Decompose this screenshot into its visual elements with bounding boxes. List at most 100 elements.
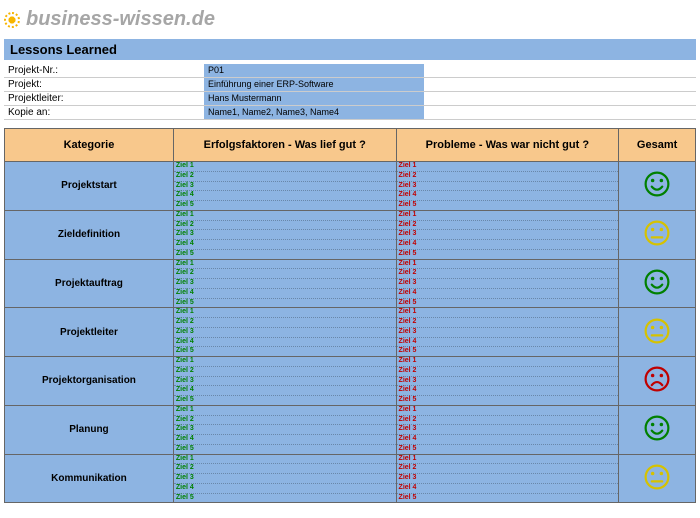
goal-line: Ziel 3	[397, 425, 619, 435]
problems-cell: Ziel 1Ziel 2Ziel 3Ziel 4Ziel 5	[396, 162, 619, 211]
table-row: KommunikationZiel 1Ziel 2Ziel 3Ziel 4Zie…	[5, 454, 696, 503]
category-cell: Projektorganisation	[5, 357, 174, 406]
goal-line: Ziel 4	[174, 338, 396, 348]
smiley-neutral-icon	[643, 463, 671, 491]
goal-line: Ziel 5	[397, 347, 619, 356]
goal-line: Ziel 2	[397, 464, 619, 474]
goal-line: Ziel 2	[397, 416, 619, 426]
goal-line: Ziel 2	[174, 172, 396, 182]
problems-cell: Ziel 1Ziel 2Ziel 3Ziel 4Ziel 5	[396, 357, 619, 406]
goal-line: Ziel 5	[174, 396, 396, 405]
smiley-happy-icon	[643, 414, 671, 442]
goal-line: Ziel 5	[174, 201, 396, 210]
goal-line: Ziel 5	[174, 299, 396, 308]
goal-line: Ziel 3	[174, 328, 396, 338]
table-row: ProjektorganisationZiel 1Ziel 2Ziel 3Zie…	[5, 357, 696, 406]
goal-line: Ziel 5	[397, 250, 619, 259]
meta-label: Kopie an:	[4, 106, 204, 119]
goal-line: Ziel 3	[397, 279, 619, 289]
table-row: ProjektstartZiel 1Ziel 2Ziel 3Ziel 4Ziel…	[5, 162, 696, 211]
meta-label: Projekt:	[4, 78, 204, 91]
success-cell: Ziel 1Ziel 2Ziel 3Ziel 4Ziel 5	[173, 210, 396, 259]
goal-line: Ziel 5	[174, 494, 396, 503]
meta-label: Projektleiter:	[4, 92, 204, 105]
goal-line: Ziel 3	[397, 328, 619, 338]
success-cell: Ziel 1Ziel 2Ziel 3Ziel 4Ziel 5	[173, 308, 396, 357]
goal-line: Ziel 3	[397, 230, 619, 240]
goal-line: Ziel 2	[174, 221, 396, 231]
goal-line: Ziel 1	[174, 406, 396, 416]
category-cell: Zieldefinition	[5, 210, 174, 259]
goal-line: Ziel 2	[397, 318, 619, 328]
goal-line: Ziel 5	[397, 299, 619, 308]
category-cell: Projektleiter	[5, 308, 174, 357]
total-cell	[619, 259, 696, 308]
smiley-neutral-icon	[643, 219, 671, 247]
goal-line: Ziel 4	[397, 289, 619, 299]
goal-line: Ziel 5	[174, 445, 396, 454]
total-cell	[619, 454, 696, 503]
goal-line: Ziel 5	[397, 445, 619, 454]
goal-line: Ziel 2	[174, 367, 396, 377]
success-cell: Ziel 1Ziel 2Ziel 3Ziel 4Ziel 5	[173, 259, 396, 308]
category-cell: Kommunikation	[5, 454, 174, 503]
smiley-happy-icon	[643, 170, 671, 198]
meta-row: Projekt-Nr.:P01	[4, 64, 696, 78]
goal-line: Ziel 2	[397, 172, 619, 182]
goal-line: Ziel 2	[397, 221, 619, 231]
goal-line: Ziel 3	[174, 425, 396, 435]
goal-line: Ziel 3	[397, 474, 619, 484]
col-success: Erfolgsfaktoren - Was lief gut ?	[173, 129, 396, 162]
meta-value: P01	[204, 64, 424, 77]
goal-line: Ziel 5	[174, 347, 396, 356]
category-cell: Projektauftrag	[5, 259, 174, 308]
meta-row: Kopie an:Name1, Name2, Name3, Name4	[4, 106, 696, 120]
goal-line: Ziel 2	[397, 269, 619, 279]
problems-cell: Ziel 1Ziel 2Ziel 3Ziel 4Ziel 5	[396, 405, 619, 454]
goal-line: Ziel 1	[174, 260, 396, 270]
goal-line: Ziel 4	[397, 338, 619, 348]
meta-block: Projekt-Nr.:P01Projekt:Einführung einer …	[4, 64, 696, 120]
goal-line: Ziel 1	[397, 260, 619, 270]
goal-line: Ziel 1	[174, 211, 396, 221]
goal-line: Ziel 4	[397, 386, 619, 396]
total-cell	[619, 405, 696, 454]
goal-line: Ziel 1	[174, 455, 396, 465]
total-cell	[619, 210, 696, 259]
category-cell: Planung	[5, 405, 174, 454]
goal-line: Ziel 2	[397, 367, 619, 377]
goal-line: Ziel 5	[174, 250, 396, 259]
goal-line: Ziel 2	[174, 416, 396, 426]
table-row: ProjektleiterZiel 1Ziel 2Ziel 3Ziel 4Zie…	[5, 308, 696, 357]
total-cell	[619, 357, 696, 406]
brand-text: business-wissen.de	[26, 8, 215, 31]
problems-cell: Ziel 1Ziel 2Ziel 3Ziel 4Ziel 5	[396, 259, 619, 308]
lessons-table: Kategorie Erfolgsfaktoren - Was lief gut…	[4, 128, 696, 503]
goal-line: Ziel 4	[397, 484, 619, 494]
goal-line: Ziel 3	[174, 182, 396, 192]
smiley-neutral-icon	[643, 317, 671, 345]
problems-cell: Ziel 1Ziel 2Ziel 3Ziel 4Ziel 5	[396, 210, 619, 259]
problems-cell: Ziel 1Ziel 2Ziel 3Ziel 4Ziel 5	[396, 308, 619, 357]
success-cell: Ziel 1Ziel 2Ziel 3Ziel 4Ziel 5	[173, 357, 396, 406]
goal-line: Ziel 2	[174, 318, 396, 328]
goal-line: Ziel 5	[397, 201, 619, 210]
total-cell	[619, 308, 696, 357]
goal-line: Ziel 4	[397, 240, 619, 250]
goal-line: Ziel 1	[397, 357, 619, 367]
goal-line: Ziel 4	[174, 435, 396, 445]
goal-line: Ziel 4	[174, 386, 396, 396]
brand-logo-icon	[4, 12, 20, 28]
goal-line: Ziel 4	[174, 289, 396, 299]
goal-line: Ziel 4	[397, 191, 619, 201]
smiley-sad-icon	[643, 365, 671, 393]
meta-value: Einführung einer ERP-Software	[204, 78, 424, 91]
goal-line: Ziel 4	[397, 435, 619, 445]
goal-line: Ziel 5	[397, 396, 619, 405]
table-row: ProjektauftragZiel 1Ziel 2Ziel 3Ziel 4Zi…	[5, 259, 696, 308]
col-total: Gesamt	[619, 129, 696, 162]
meta-row: Projektleiter:Hans Mustermann	[4, 92, 696, 106]
goal-line: Ziel 1	[174, 162, 396, 172]
goal-line: Ziel 1	[397, 308, 619, 318]
goal-line: Ziel 1	[397, 162, 619, 172]
